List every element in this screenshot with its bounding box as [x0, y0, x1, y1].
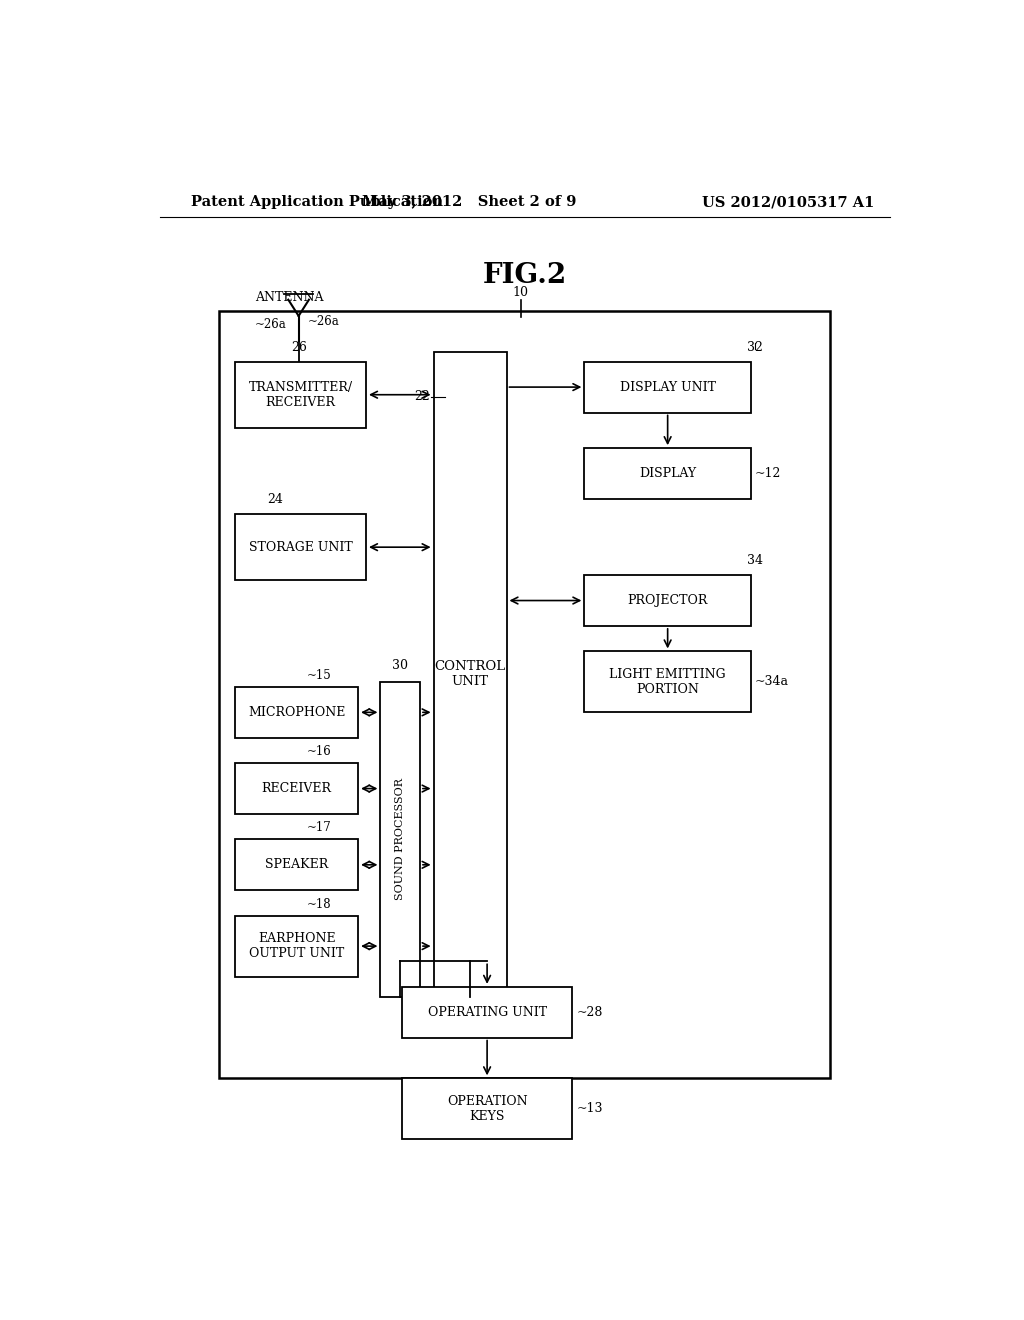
- Text: ANTENNA: ANTENNA: [255, 290, 324, 304]
- Bar: [585, 576, 751, 626]
- Text: 24: 24: [267, 492, 283, 506]
- Text: SOUND PROCESSOR: SOUND PROCESSOR: [395, 779, 406, 900]
- Bar: [380, 682, 420, 997]
- Text: ~26a: ~26a: [308, 314, 340, 327]
- Bar: [585, 447, 751, 499]
- Text: LIGHT EMITTING
PORTION: LIGHT EMITTING PORTION: [609, 668, 726, 696]
- Text: OPERATION
KEYS: OPERATION KEYS: [446, 1094, 527, 1123]
- Text: RECEIVER: RECEIVER: [262, 781, 332, 795]
- Text: ~16: ~16: [306, 744, 332, 758]
- Text: Patent Application Publication: Patent Application Publication: [191, 195, 443, 209]
- Bar: [585, 651, 751, 713]
- Text: ~18: ~18: [306, 898, 331, 911]
- Text: STORAGE UNIT: STORAGE UNIT: [249, 541, 352, 553]
- Text: ~28: ~28: [577, 1006, 603, 1019]
- Bar: [401, 987, 572, 1038]
- Text: ~17: ~17: [306, 821, 332, 834]
- Bar: [585, 362, 751, 412]
- Text: 34: 34: [746, 554, 763, 568]
- Text: US 2012/0105317 A1: US 2012/0105317 A1: [701, 195, 873, 209]
- Bar: [219, 312, 830, 1078]
- Bar: [401, 1078, 572, 1139]
- Text: ~13: ~13: [577, 1102, 603, 1115]
- Text: ~34a: ~34a: [755, 676, 788, 688]
- Bar: [236, 515, 367, 581]
- Text: SPEAKER: SPEAKER: [265, 858, 329, 871]
- Text: 22: 22: [414, 391, 430, 403]
- Text: EARPHONE
OUTPUT UNIT: EARPHONE OUTPUT UNIT: [249, 932, 344, 960]
- Text: DISPLAY UNIT: DISPLAY UNIT: [620, 380, 716, 393]
- Text: May 3, 2012   Sheet 2 of 9: May 3, 2012 Sheet 2 of 9: [362, 195, 577, 209]
- Bar: [433, 351, 507, 997]
- Text: CONTROL
UNIT: CONTROL UNIT: [434, 660, 506, 688]
- Text: ~26a: ~26a: [255, 318, 287, 331]
- Bar: [236, 362, 367, 428]
- Text: 26: 26: [291, 341, 306, 354]
- Text: PROJECTOR: PROJECTOR: [628, 594, 708, 607]
- Bar: [236, 686, 358, 738]
- Bar: [236, 840, 358, 890]
- Text: DISPLAY: DISPLAY: [639, 467, 696, 480]
- Text: 30: 30: [392, 659, 409, 672]
- Text: MICROPHONE: MICROPHONE: [248, 706, 345, 719]
- Text: OPERATING UNIT: OPERATING UNIT: [428, 1006, 547, 1019]
- Bar: [236, 916, 358, 977]
- Text: 10: 10: [513, 285, 528, 298]
- Bar: [236, 763, 358, 814]
- Text: TRANSMITTER/
RECEIVER: TRANSMITTER/ RECEIVER: [249, 380, 352, 409]
- Text: 32: 32: [746, 341, 763, 354]
- Text: ~15: ~15: [306, 669, 332, 682]
- Text: ~12: ~12: [755, 467, 781, 480]
- Text: FIG.2: FIG.2: [482, 261, 567, 289]
